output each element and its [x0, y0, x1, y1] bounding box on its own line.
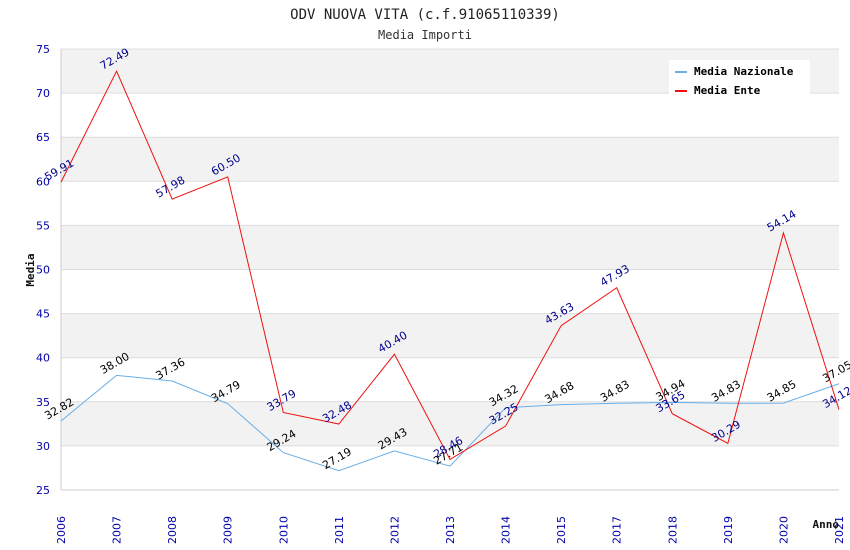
- series-line-media-ente: [60, 69, 840, 461]
- series-line-media-nazionale: [60, 374, 840, 472]
- grid-band: [61, 401, 839, 446]
- y-axis-label: Media: [24, 253, 37, 286]
- x-tick-label: 2019: [722, 516, 735, 544]
- y-tick-label: 25: [36, 484, 50, 497]
- y-tick-label: 50: [36, 264, 50, 277]
- x-tick-label: 2008: [166, 516, 179, 544]
- chart-title: ODV NUOVA VITA (c.f.91065110339): [290, 7, 560, 23]
- x-tick-label: 2021: [833, 516, 846, 544]
- grid-band: [61, 93, 839, 138]
- chart-subtitle: Media Importi: [378, 28, 472, 42]
- grid-bands: [61, 49, 839, 490]
- x-tick-label: 2012: [388, 516, 401, 544]
- y-tick-label: 60: [36, 175, 50, 188]
- series-lines: [60, 69, 840, 472]
- x-tick-label: 2013: [444, 516, 457, 544]
- x-tick-labels: 2006 2007 2008 2009 2010 2011 2012 2013 2014 2015…: [55, 516, 846, 544]
- grid-band: [61, 225, 839, 270]
- x-tick-label: 2018: [666, 516, 679, 544]
- axes: [60, 49, 839, 491]
- grid-band: [61, 269, 839, 314]
- x-tick-label: 2006: [55, 516, 68, 544]
- y-tick-label: 70: [36, 87, 50, 100]
- y-tick-label: 65: [36, 131, 50, 144]
- y-tick-label: 30: [36, 440, 50, 453]
- grid-band: [61, 445, 839, 490]
- grid-band: [61, 137, 839, 182]
- y-tick-label: 45: [36, 308, 50, 321]
- x-tick-label: 2014: [500, 516, 513, 544]
- legend-label-media-nazionale: Media Nazionale: [694, 65, 794, 78]
- x-tick-label: 2011: [333, 516, 346, 544]
- x-tick-label: 2015: [555, 516, 568, 544]
- x-tick-label: 2009: [222, 516, 235, 544]
- legend: Media Nazionale Media Ente: [669, 60, 810, 98]
- x-tick-label: 2010: [277, 516, 290, 544]
- x-tick-label: 2017: [611, 516, 624, 544]
- grid-band: [61, 181, 839, 226]
- y-tick-label: 55: [36, 219, 50, 232]
- legend-label-media-ente: Media Ente: [694, 84, 761, 97]
- y-tick-label: 75: [36, 43, 50, 56]
- y-tick-label: 35: [36, 396, 50, 409]
- x-tick-label: 2007: [111, 516, 124, 544]
- x-axis-label: Anno: [813, 518, 840, 531]
- grid-band: [61, 313, 839, 358]
- y-tick-labels: 25 30 35 40 45 50 55 60 65 70 75: [36, 43, 50, 497]
- grid-band: [61, 357, 839, 402]
- x-tick-label: 2020: [777, 516, 790, 544]
- legend-box: [669, 60, 810, 98]
- y-tick-label: 40: [36, 352, 50, 365]
